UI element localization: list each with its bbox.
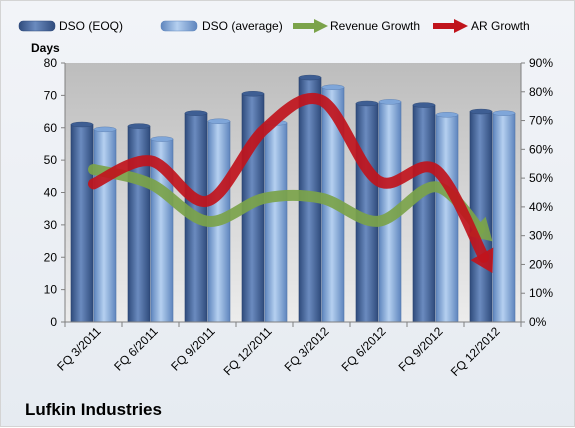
bar-dso-average-cap (378, 99, 402, 105)
bar-dso-average-cap (492, 110, 516, 116)
x-tick-label: FQ 6/2011 (111, 324, 161, 374)
bar-dso-average-cap (93, 126, 117, 133)
y-left-tick-label: 60 (44, 121, 58, 135)
series-ar-growth-line (88, 93, 490, 263)
legend-item-dso-eoq: DSO (EOQ) (18, 19, 123, 33)
legend-item-revenue-growth: Revenue Growth (293, 19, 420, 33)
x-tick-label: FQ 9/2012 (396, 324, 446, 374)
bar-dso-eoq-cap (184, 110, 208, 116)
y-left-tick-label: 70 (44, 88, 58, 102)
y-left-tick-label: 50 (44, 153, 58, 167)
bar-dso-average (264, 122, 288, 323)
series-ar-growth-arrowhead (470, 247, 494, 274)
x-tick-label: FQ 3/2012 (282, 324, 332, 374)
y-right-tick-label: 20% (529, 257, 553, 271)
bar-dso-eoq (70, 124, 94, 323)
legend-item-dso-average: DSO (average) (160, 19, 283, 33)
legend-label-dso-average: DSO (average) (202, 19, 283, 33)
y-left-tick-label: 30 (44, 218, 58, 232)
y-left-tick-label: 80 (44, 56, 58, 70)
legend-arrow-revenue-growth (314, 19, 328, 33)
y-axis-title: Days (31, 41, 60, 55)
bar-dso-average (435, 114, 459, 323)
legend-swatch-dso-average (160, 20, 198, 32)
bar-dso-eoq-cap (412, 102, 436, 108)
x-tick-label: FQ 3/2011 (54, 324, 104, 374)
x-tick-label: FQ 12/2012 (448, 324, 503, 379)
bar-dso-average-cap (435, 112, 459, 118)
bar-dso-average-cap (321, 84, 345, 90)
bar-dso-eoq-cap (127, 123, 151, 129)
bar-dso-average-cap (207, 118, 231, 124)
y-right-tick-label: 30% (529, 229, 553, 243)
legend-item-ar-growth: AR Growth (433, 19, 530, 33)
y-right-tick-label: 40% (529, 200, 553, 214)
legend-label-dso-eoq: DSO (EOQ) (59, 19, 123, 33)
legend-label-ar-growth: AR Growth (471, 19, 530, 33)
y-right-tick-label: 10% (529, 286, 553, 300)
x-tick-label: FQ 12/2011 (221, 324, 275, 378)
chart-title: Lufkin Industries (25, 400, 162, 419)
bar-dso-eoq-cap (298, 74, 322, 81)
bar-dso-eoq-cap (469, 108, 493, 115)
y-left-tick-label: 0 (50, 315, 57, 329)
y-right-tick-label: 60% (529, 142, 553, 156)
bar-dso-eoq-cap (70, 121, 94, 128)
bar-dso-average (93, 129, 117, 323)
y-left-tick-label: 20 (44, 250, 58, 264)
y-right-tick-label: 80% (529, 85, 553, 99)
bar-dso-average-cap (150, 136, 174, 142)
y-right-tick-label: 70% (529, 114, 553, 128)
legend-arrow-ar-growth (454, 19, 468, 33)
y-left-tick-label: 10 (44, 283, 58, 297)
x-tick-label: FQ 9/2011 (168, 324, 218, 374)
y-left-tick-label: 40 (44, 186, 58, 200)
y-right-tick-label: 50% (529, 171, 553, 185)
y-right-tick-label: 90% (529, 56, 553, 70)
legend-label-revenue-growth: Revenue Growth (330, 19, 420, 33)
bar-dso-eoq (412, 104, 436, 323)
bar-dso-eoq-cap (355, 100, 379, 107)
y-right-tick-label: 0% (529, 315, 547, 329)
legend: DSO (EOQ) DSO (average) Revenue Growth A… (18, 19, 530, 33)
lines-layer (88, 93, 494, 274)
legend-swatch-dso-eoq (18, 20, 56, 32)
bar-dso-average (492, 112, 516, 323)
x-tick-label: FQ 6/2012 (339, 324, 389, 374)
bar-dso-eoq-cap (241, 91, 265, 97)
series-revenue-growth-line (88, 163, 486, 235)
